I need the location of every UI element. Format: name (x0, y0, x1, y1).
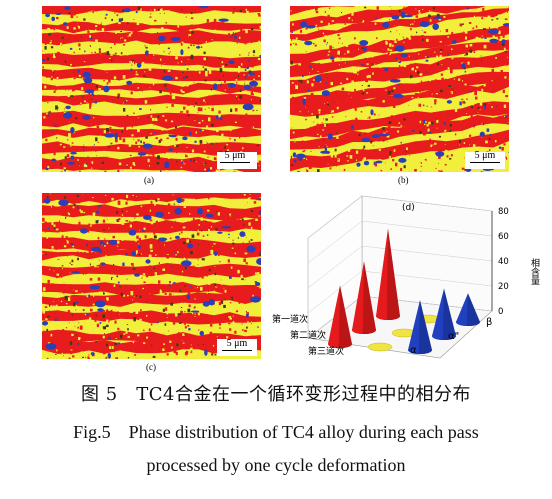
cone-1-1 (376, 228, 400, 320)
z-tick-label: 0 (498, 307, 503, 317)
row-label-2: 第二道次 (290, 329, 326, 341)
cone-2-1 (352, 261, 376, 334)
col-label-2: α" (448, 331, 459, 342)
z-tick-label: 40 (498, 257, 509, 267)
figure-caption-en-line1: Fig.5 Phase distribution of TC4 alloy du… (73, 422, 479, 442)
cone-1-3 (456, 293, 480, 326)
z-gridline (307, 270, 363, 314)
z-tick-label: 20 (498, 282, 509, 292)
row-label-3: 第三道次 (308, 345, 344, 357)
cone-shade-3-1 (338, 285, 353, 349)
cone-base-3-2 (367, 342, 393, 352)
scale-bar-c: 5 μm (222, 338, 252, 351)
z-tick-label: 80 (498, 207, 509, 217)
panel-label-b: (b) (398, 175, 409, 185)
ebsd-phase-map-b (290, 6, 509, 172)
figure-caption-zh: 图 5 TC4合金在一个循环变形过程中的相分布 (81, 384, 471, 405)
cone-shade-2-1 (362, 261, 377, 335)
z-gridline (361, 195, 493, 212)
cone-2-3 (432, 288, 456, 340)
cone-shade-1-3 (466, 293, 481, 327)
z-gridline (307, 195, 363, 239)
figure-caption-en-line2: processed by one cycle deformation (146, 455, 406, 475)
scale-bar-a: 5 μm (220, 150, 250, 163)
cone-3-1 (328, 285, 352, 348)
scale-bar-b: 5 μm (470, 150, 500, 163)
cone-shade-1-1 (386, 228, 401, 321)
scale-bar-label: 5 μm (474, 150, 496, 161)
cone-3-3 (408, 300, 432, 354)
scale-bar-label: 5 μm (226, 338, 248, 349)
cone-shade-2-3 (442, 288, 457, 341)
z-gridline (361, 220, 493, 237)
z-gridline (361, 245, 493, 262)
panel-label-d: (d) (402, 203, 415, 213)
z-tick-label: 60 (498, 232, 509, 242)
col-label-1: α (410, 345, 417, 356)
z-axis-label: 相含量 (529, 257, 540, 285)
panel-label-a: (a) (144, 175, 154, 185)
ebsd-phase-map-a (42, 6, 261, 172)
z-gridline (307, 245, 363, 289)
cone-shade-3-3 (418, 300, 433, 355)
col-label-3: β (486, 317, 492, 328)
row-label-1: 第一道次 (272, 313, 308, 325)
scale-bar-label: 5 μm (224, 150, 246, 161)
ebsd-phase-map-c (42, 193, 261, 359)
z-gridline (307, 220, 363, 264)
panel-label-c: (c) (146, 362, 156, 372)
